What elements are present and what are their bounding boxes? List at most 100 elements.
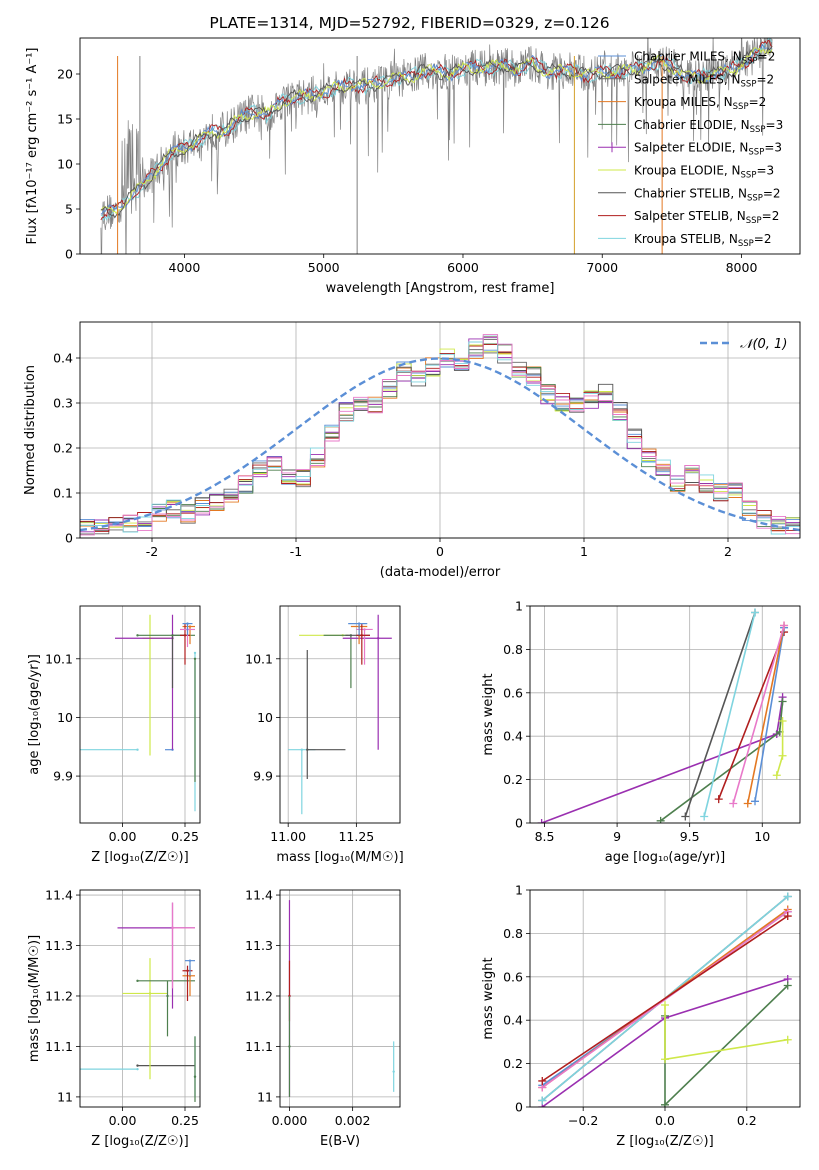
x-axis-label: age [log₁₀(age/yr)]: [605, 850, 726, 865]
panel-mass_vs_ebv: 0.000 0.002 11 11.1 11.2 11.3 11.4 E(B-V): [245, 888, 401, 1149]
y-axis-label: Normed distribution: [23, 365, 38, 495]
series-marker: [783, 1035, 792, 1044]
y-tick-label: 0.4: [53, 351, 73, 366]
model-spectrum-chabrier_stelib: [100, 45, 773, 219]
legend-entry: Kroupa ELODIE, NSSP=3: [634, 164, 774, 181]
series-marker: [681, 812, 690, 821]
y-tick-label: 0: [515, 1100, 523, 1115]
y-tick-label: 11.4: [245, 888, 273, 903]
series-marker: [661, 1055, 669, 1064]
series-marker: [783, 912, 792, 921]
panel-massweight_vs_age: 8.5 9 9.5 10 0 0.2 0.4 0.6 0.8 1 age [log₁₀(age/yr…: [481, 599, 801, 865]
series-marker: [772, 771, 781, 780]
x-tick-label: 11.00: [270, 829, 306, 844]
panel-spectrum: 4000 5000 6000 7000 8000 0 5 10 15 20 wavelength […: [25, 37, 801, 296]
axes-frame: [79, 37, 801, 255]
panel-residuals: -2 -1 0 1 2 0 0.1 0.2 0.3 0.4 (data-model)/error No…: [23, 321, 801, 580]
y-axis-label: mass weight: [481, 957, 496, 1039]
series-marker: [714, 795, 723, 804]
x-axis-label: (data-model)/error: [380, 565, 501, 580]
y-tick-label: 11.4: [45, 888, 73, 903]
model-spectrum-salpeter_stelib: [100, 39, 773, 221]
legend-entry: Salpeter MILES, NSSP=2: [634, 72, 774, 89]
series-marker: [656, 816, 665, 823]
legend: 𝒩(0, 1): [700, 337, 787, 352]
data-point: [188, 625, 192, 628]
legend: Chabrier MILES, NSSP=2 Salpeter MILES, NS…: [598, 50, 783, 249]
x-tick-label: 7000: [586, 260, 618, 275]
data-point: [360, 634, 364, 637]
y-tick-label: 0: [515, 816, 523, 831]
data-point: [148, 992, 152, 995]
series-marker: [537, 819, 546, 823]
y-tick-label: 0: [65, 247, 73, 262]
y-tick-label: 15: [57, 112, 73, 127]
y-tick-label: 0.2: [53, 441, 73, 456]
y-tick-label: 10: [57, 157, 73, 172]
figure-title: PLATE=1314, MJD=52792, FIBERID=0329, z=0…: [209, 14, 609, 32]
y-tick-label: 9.9: [253, 769, 273, 784]
y-tick-label: 0.6: [503, 969, 523, 984]
x-tick-label: 8000: [726, 260, 758, 275]
data-point: [392, 1070, 395, 1073]
series-marker: [778, 717, 787, 726]
legend-entry: Salpeter STELIB, NSSP=2: [634, 209, 779, 226]
axes-frame: [79, 321, 801, 539]
x-axis-label: wavelength [Angstrom, rest frame]: [326, 281, 555, 296]
series-line-salpeter_stelib: [717, 631, 785, 800]
y-tick-label: 11.1: [45, 1039, 73, 1054]
series-marker: [751, 797, 759, 806]
y-tick-label: 0.4: [503, 1013, 523, 1028]
y-tick-label: 0.2: [503, 772, 523, 787]
data-point: [193, 651, 197, 655]
series-marker: [778, 751, 787, 760]
data-point: [376, 637, 380, 640]
y-tick-label: 10: [257, 710, 273, 725]
series-marker: [538, 1076, 547, 1085]
legend-entry: Chabrier MILES, NSSP=2: [634, 50, 775, 67]
x-axis-label: mass [log₁₀(M/M☉)]: [276, 850, 403, 865]
series-line-salpeter_stelib: [541, 915, 789, 1082]
series-marker: [743, 799, 752, 808]
model-spectrum-chabrier_miles: [100, 43, 773, 215]
x-tick-label: 0: [436, 544, 444, 559]
y-tick-label: 0: [65, 531, 73, 546]
y-axis-label: mass [log₁₀(M/M☉)]: [27, 935, 42, 1062]
data-point: [357, 622, 361, 625]
series-line-pink: [732, 625, 785, 804]
x-tick-label: 2: [724, 544, 732, 559]
y-tick-label: 0.6: [503, 685, 523, 700]
x-axis-label: Z [log₁₀(Z/Z☉)]: [616, 1134, 713, 1149]
x-tick-label: 0.00: [109, 1113, 137, 1128]
data-point: [186, 622, 189, 625]
normal-curve: [80, 357, 800, 532]
series-marker: [538, 1096, 547, 1105]
plot-area: [80, 902, 197, 1102]
y-tick-label: 11.2: [245, 988, 273, 1003]
panel-mass_vs_Z: 0.00 0.25 11 11.1 11.2 11.3 11.4 Z [log₁₀(Z/Z☉)…: [27, 888, 201, 1149]
y-axis-label: age [log₁₀(age/yr)]: [27, 654, 42, 775]
y-tick-label: 11.3: [245, 938, 273, 953]
x-tick-label: 0.002: [335, 1113, 371, 1128]
histogram-pink: [80, 334, 800, 538]
y-tick-label: 11.1: [245, 1039, 273, 1054]
x-tick-label: −0.2: [568, 1113, 598, 1128]
series-marker: [751, 608, 759, 617]
x-tick-label: 9.5: [680, 829, 700, 844]
data-point: [136, 634, 139, 637]
y-tick-label: 0.1: [53, 486, 73, 501]
x-tick-label: 9: [613, 829, 621, 844]
data-point: [193, 657, 197, 660]
x-tick-label: 1: [580, 544, 588, 559]
series-marker: [780, 621, 789, 630]
x-tick-label: -2: [146, 544, 158, 559]
y-tick-label: 20: [57, 67, 73, 82]
y-tick-label: 0.8: [503, 642, 523, 657]
data-point: [363, 628, 366, 631]
panel-age_vs_Z: 0.00 0.25 9.9 10 10.1 Z [log₁₀(Z/Z☉)] age [log…: [27, 605, 201, 865]
x-tick-label: 0.0: [655, 1113, 675, 1128]
y-tick-label: 9.9: [53, 769, 73, 784]
x-tick-label: 0.000: [272, 1113, 308, 1128]
y-tick-label: 5: [65, 202, 73, 217]
series-line-chabrier_elodie: [664, 984, 789, 1107]
